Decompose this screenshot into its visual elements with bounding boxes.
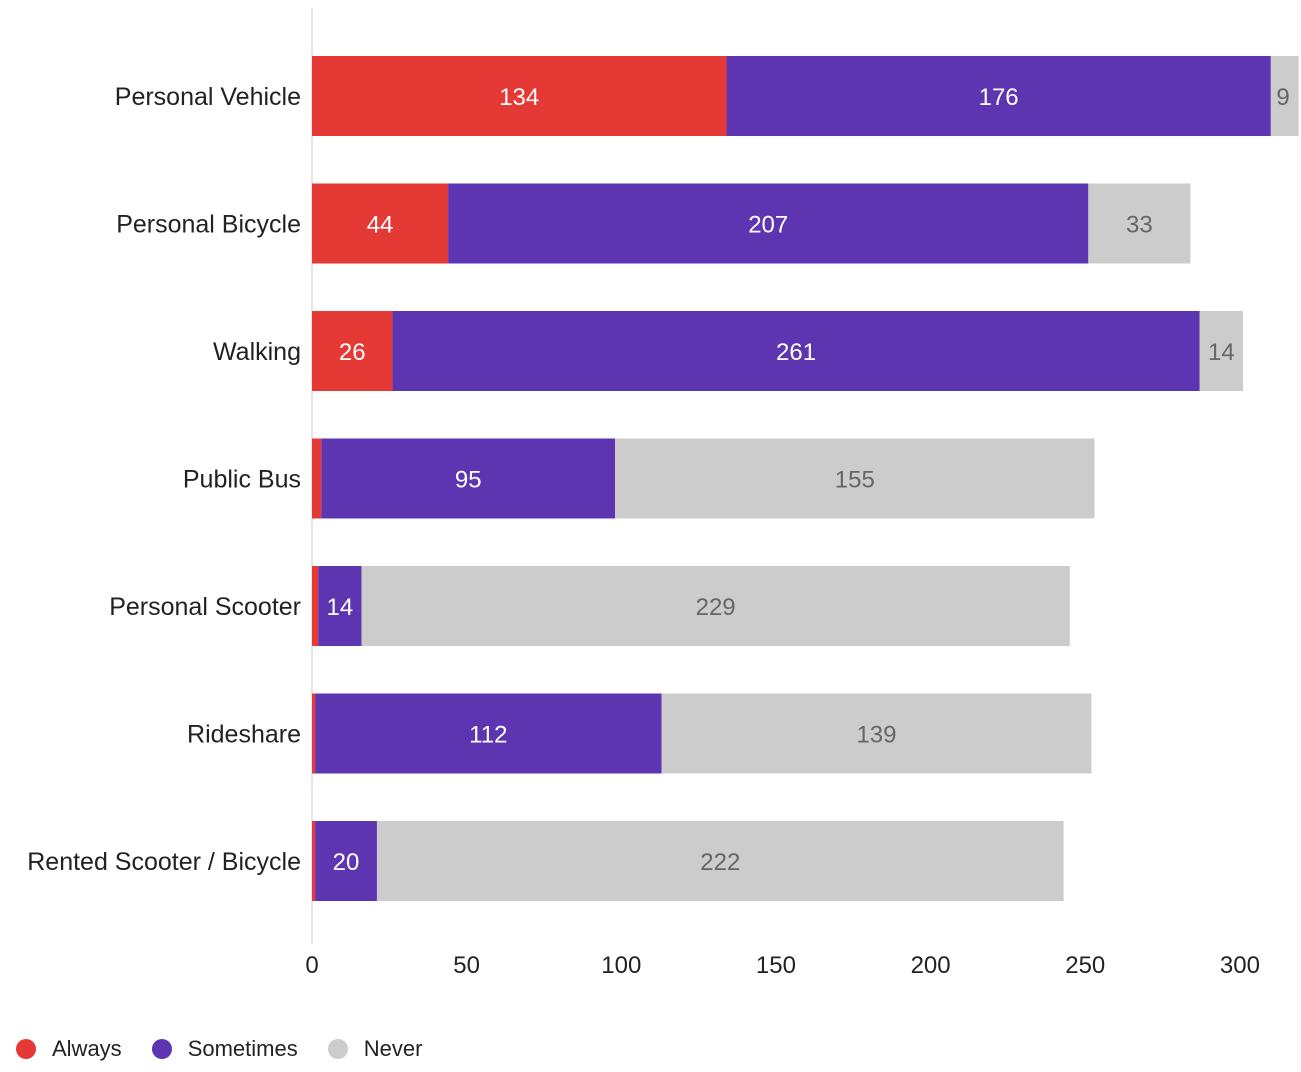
data-label-never-personal-scooter: 229 bbox=[696, 594, 736, 621]
bar-sometimes-public-bus[interactable] bbox=[321, 438, 616, 519]
data-label-never-personal-vehicle: 9 bbox=[1276, 84, 1289, 111]
legend-dot-sometimes-icon bbox=[151, 1039, 172, 1059]
legend-dot-never-icon bbox=[327, 1039, 348, 1059]
data-label-sometimes-public-bus: 95 bbox=[455, 467, 482, 494]
category-label-walking: Walking bbox=[213, 338, 301, 366]
x-tick-label-50: 50 bbox=[453, 952, 480, 979]
bar-never-rented-scooter-bicycle[interactable] bbox=[376, 821, 1064, 901]
bar-always-walking[interactable] bbox=[312, 311, 393, 391]
category-label-public-bus: Public Bus bbox=[183, 466, 301, 494]
bar-never-rideshare[interactable] bbox=[661, 693, 1092, 774]
bar-never-walking[interactable] bbox=[1199, 311, 1243, 391]
category-label-personal-vehicle: Personal Vehicle bbox=[115, 83, 301, 111]
data-label-never-rented-scooter-bicycle: 222 bbox=[700, 849, 740, 876]
data-label-always-personal-vehicle: 134 bbox=[499, 84, 539, 111]
legend-item-never[interactable]: Never bbox=[327, 1036, 423, 1062]
data-label-sometimes-rideshare: 112 bbox=[469, 722, 507, 749]
bar-always-public-bus[interactable] bbox=[312, 438, 322, 519]
data-label-never-personal-bicycle: 33 bbox=[1126, 212, 1153, 239]
data-label-never-public-bus: 155 bbox=[835, 467, 875, 494]
data-label-never-walking: 14 bbox=[1208, 339, 1235, 366]
category-label-rideshare: Rideshare bbox=[187, 721, 301, 749]
bar-never-personal-vehicle[interactable] bbox=[1270, 56, 1299, 136]
data-label-sometimes-rented-scooter-bicycle: 20 bbox=[333, 849, 360, 876]
data-label-sometimes-personal-bicycle: 207 bbox=[748, 212, 788, 239]
category-label-personal-bicycle: Personal Bicycle bbox=[116, 211, 301, 239]
bar-always-rented-scooter-bicycle[interactable] bbox=[312, 821, 316, 901]
bar-sometimes-personal-bicycle[interactable] bbox=[448, 183, 1089, 264]
data-label-never-rideshare: 139 bbox=[856, 722, 896, 749]
bar-sometimes-rented-scooter-bicycle[interactable] bbox=[315, 821, 377, 901]
legend-item-always[interactable]: Always bbox=[16, 1036, 122, 1062]
x-tick-label-100: 100 bbox=[601, 952, 641, 979]
legend-dot-always-icon bbox=[16, 1039, 36, 1059]
bar-sometimes-personal-vehicle[interactable] bbox=[726, 56, 1271, 136]
bar-sometimes-personal-scooter[interactable] bbox=[318, 566, 362, 646]
x-tick-label-250: 250 bbox=[1065, 952, 1105, 979]
data-label-always-walking: 26 bbox=[339, 339, 366, 366]
x-tick-label-0: 0 bbox=[305, 952, 318, 979]
legend-label-sometimes: Sometimes bbox=[187, 1036, 298, 1061]
stacked-bar-chart: 134 176 9 44 207 33 26 261 14 95 155 14 229 112 139 20 2… bbox=[27, 8, 1299, 979]
legend-label-always: Always bbox=[52, 1036, 122, 1061]
bar-sometimes-walking[interactable] bbox=[392, 311, 1200, 391]
data-label-sometimes-walking: 261 bbox=[776, 339, 816, 366]
bar-always-personal-vehicle[interactable] bbox=[312, 56, 727, 136]
x-tick-label-150: 150 bbox=[756, 952, 796, 979]
legend-label-never: Never bbox=[363, 1036, 423, 1061]
bar-sometimes-rideshare[interactable] bbox=[315, 693, 662, 774]
data-label-sometimes-personal-scooter: 14 bbox=[326, 594, 353, 621]
x-tick-label-300: 300 bbox=[1220, 952, 1260, 979]
x-tick-label-200: 200 bbox=[911, 952, 951, 979]
data-label-always-personal-bicycle: 44 bbox=[367, 212, 394, 239]
category-label-rented-scooter-bicycle: Rented Scooter / Bicycle bbox=[27, 848, 301, 876]
category-label-personal-scooter: Personal Scooter bbox=[109, 593, 301, 621]
bar-always-rideshare[interactable] bbox=[312, 693, 316, 774]
legend-item-sometimes[interactable]: Sometimes bbox=[151, 1036, 298, 1062]
data-label-sometimes-personal-vehicle: 176 bbox=[979, 84, 1019, 111]
bar-never-public-bus[interactable] bbox=[615, 438, 1095, 519]
bar-always-personal-bicycle[interactable] bbox=[312, 183, 449, 264]
bar-never-personal-bicycle[interactable] bbox=[1088, 183, 1191, 264]
bar-always-personal-scooter[interactable] bbox=[312, 566, 319, 646]
legend: Always Sometimes Never bbox=[16, 1036, 452, 1062]
bar-never-personal-scooter[interactable] bbox=[361, 566, 1070, 646]
